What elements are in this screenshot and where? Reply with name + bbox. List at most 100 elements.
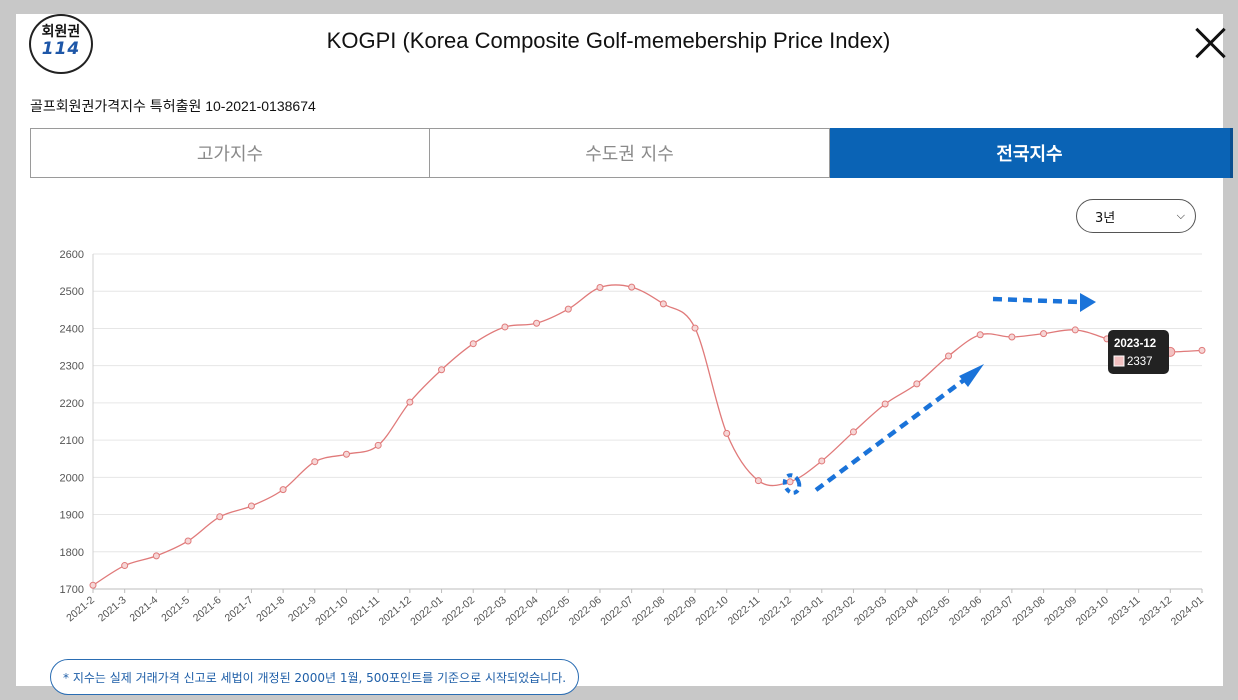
tooltip-swatch [1113, 355, 1125, 367]
data-point [216, 513, 224, 521]
tab-national-index[interactable]: 전국지수 [830, 128, 1230, 178]
data-point [691, 324, 699, 332]
x-tick-label: 2022-11 [726, 594, 763, 628]
annotation-arrow-up-line [814, 378, 966, 492]
modal: 회원권 114 KOGPI (Korea Composite Golf-meme… [16, 14, 1233, 695]
y-tick-label: 1800 [60, 547, 84, 559]
y-tick-label: 2200 [60, 398, 84, 410]
page-title: KOGPI (Korea Composite Golf-memebership … [326, 28, 891, 53]
data-point [596, 284, 604, 291]
annotation-circle [782, 473, 802, 495]
data-point [374, 441, 382, 449]
x-tick-label: 2022-01 [408, 594, 445, 628]
data-point [786, 478, 794, 486]
y-tick-label: 1700 [60, 584, 84, 596]
y-tick-label: 2500 [60, 286, 84, 298]
index-tabs: 고가지수 수도권 지수 전국지수 [30, 128, 1233, 178]
x-tick-label: 2022-06 [567, 594, 604, 628]
period-select-value: 3년 [1095, 210, 1116, 226]
x-tick-label: 2024-01 [1169, 594, 1206, 628]
data-point [184, 537, 192, 545]
logo: 회원권 114 [29, 14, 93, 74]
annotation-arrow-right-head [1080, 293, 1096, 312]
data-point [723, 429, 731, 437]
data-point [533, 319, 541, 327]
tab-edge [1230, 128, 1233, 178]
data-point [945, 352, 953, 360]
data-point [406, 398, 414, 406]
data-point [849, 428, 857, 436]
data-point [628, 283, 636, 291]
x-tick-label: 2022-09 [662, 594, 699, 628]
data-point [818, 457, 826, 465]
data-point [754, 477, 762, 485]
x-tick-label: 2021-12 [377, 594, 414, 628]
y-tick-label: 2400 [60, 323, 84, 335]
y-tick-label: 2100 [60, 435, 84, 447]
x-tick-label: 2021-8 [254, 594, 287, 624]
x-tick-label: 2022-03 [472, 594, 509, 628]
x-tick-label: 2022-12 [757, 594, 794, 628]
data-point [469, 340, 477, 348]
patent-text: 골프회원권가격지수 특허출원 10-2021-0138674 [30, 98, 316, 114]
x-tick-label: 2023-10 [1074, 594, 1111, 628]
tooltip: 2023-12 2337 [1108, 330, 1169, 374]
series-line [92, 284, 1203, 586]
annotation-arrows [782, 293, 1096, 495]
period-select[interactable]: 3년 ⌵ [1076, 199, 1196, 233]
data-point [564, 305, 572, 313]
data-point [1198, 346, 1206, 354]
x-tick-label: 2023-07 [979, 594, 1016, 628]
tab-capital-area-index[interactable]: 수도권 지수 [430, 128, 830, 178]
data-point [1071, 326, 1079, 334]
x-tick-label: 2023-01 [788, 594, 825, 628]
x-tick-label: 2023-12 [1137, 594, 1174, 628]
footnote: * 지수는 실제 거래가격 신고로 세법이 개정된 2000년 1월, 500포… [50, 659, 580, 695]
x-tick-label: 2022-10 [693, 594, 730, 628]
data-point [659, 300, 667, 308]
y-tick-label: 2300 [60, 361, 84, 373]
tooltip-value: 2337 [1127, 356, 1153, 368]
logo-number: 114 [41, 39, 81, 59]
data-point [913, 380, 921, 388]
data-point [121, 562, 129, 570]
x-tick-label: 2023-11 [1106, 594, 1143, 628]
data-point [501, 323, 509, 331]
annotation-arrow-up-head [959, 364, 984, 387]
y-tick-label: 2000 [60, 472, 84, 484]
x-tick-label: 2022-04 [503, 594, 540, 628]
annotation-arrow-right-line [992, 296, 1080, 305]
x-tick-label: 2023-02 [820, 594, 857, 628]
logo-text: 회원권 [41, 24, 81, 40]
data-point [152, 552, 160, 560]
chevron-down-icon: ⌵ [1176, 209, 1185, 222]
x-tick-label: 2023-06 [947, 594, 984, 628]
x-tick-label: 2023-04 [884, 594, 921, 628]
x-tick-label: 2021-10 [313, 594, 350, 628]
data-point [976, 331, 984, 339]
data-point [89, 581, 97, 589]
x-tick-label: 2023-08 [1010, 594, 1047, 628]
tooltip-title: 2023-12 [1114, 338, 1156, 350]
x-tick-label: 2022-08 [630, 594, 667, 628]
x-tick-label: 2023-03 [852, 594, 889, 628]
data-point [1040, 330, 1048, 338]
data-point [342, 450, 350, 458]
y-tick-label: 1900 [60, 510, 84, 522]
x-tick-label: 2021-11 [345, 594, 382, 628]
x-tick-label: 2023-09 [1042, 594, 1079, 628]
data-point [311, 458, 319, 466]
data-point [881, 400, 889, 408]
x-tick-label: 2021-2 [64, 594, 97, 624]
data-point [438, 366, 446, 374]
line-chart: 1700 1800 1900 2000 2100 2200 2300 2400 2500 2600… [60, 249, 1207, 628]
data-point [247, 502, 255, 510]
x-tick-label: 2022-07 [598, 594, 635, 628]
data-point [1008, 333, 1016, 341]
x-tick-label: 2021-6 [191, 594, 224, 624]
x-tick-label: 2021-7 [223, 594, 256, 624]
x-tick-label: 2021-5 [159, 594, 192, 624]
tab-premium-index[interactable]: 고가지수 [30, 128, 430, 178]
x-tick-label: 2022-05 [535, 594, 572, 628]
x-tick-label: 2021-3 [96, 594, 129, 624]
